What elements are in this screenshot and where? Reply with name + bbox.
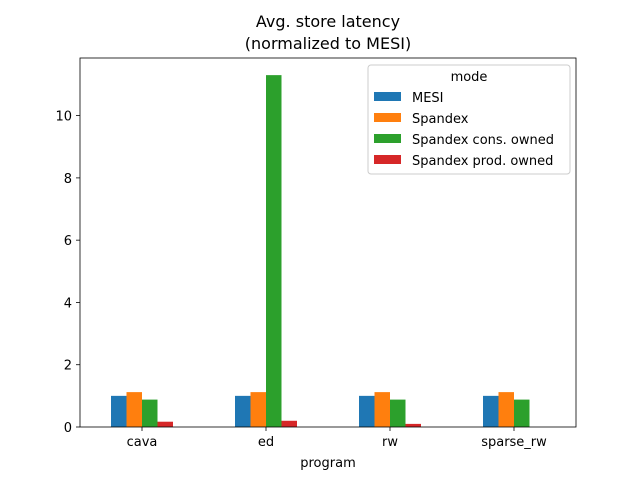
x-tick-label: ed (258, 435, 274, 450)
chart-title-line-1: Avg. store latency (256, 12, 400, 31)
bar-mesi-rw (359, 395, 375, 427)
chart-title-line-2: (normalized to MESI) (245, 34, 411, 53)
legend: mode MESI Spandex Spandex cons. owned Spande… (367, 64, 571, 175)
bar-mesi-ed (235, 395, 251, 427)
y-tick-label: 2 (64, 359, 72, 374)
plot-area: cava ed rw sparse_rw 0 2 4 6 8 10 (55, 57, 577, 450)
bar-mesi-cava (111, 395, 127, 427)
y-tick-label: 8 (64, 172, 72, 187)
legend-label: Spandex cons. owned (412, 133, 554, 148)
legend-label: Spandex prod. owned (412, 154, 553, 169)
x-tick-label: cava (127, 435, 158, 450)
bar-spandex-sparse_rw (498, 392, 514, 427)
x-axis-label: program (300, 456, 356, 471)
bar-spandex-ed (250, 392, 266, 427)
bar-spandex-cons-owned-sparse_rw (514, 399, 530, 427)
bar-spandex-prod-owned-ed (281, 420, 297, 427)
bar-spandex-prod-owned-cava (157, 421, 173, 427)
bar-spandex-prod-owned-rw (405, 423, 421, 427)
legend-box (367, 64, 571, 175)
legend-label: MESI (412, 91, 444, 106)
bar-spandex-cava (126, 392, 142, 427)
bar-spandex-cons-owned-cava (142, 399, 158, 427)
x-tick-label: rw (382, 435, 398, 450)
legend-swatch (374, 113, 401, 122)
bar-spandex-cons-owned-ed (266, 75, 282, 427)
x-tick-label: sparse_rw (481, 435, 547, 450)
y-tick-label: 4 (64, 296, 72, 311)
bar-spandex-rw (374, 392, 390, 427)
y-tick-label: 10 (55, 110, 72, 125)
legend-swatch (374, 92, 401, 101)
bar-spandex-cons-owned-rw (390, 399, 406, 427)
axes-frame (79, 57, 577, 428)
legend-swatch (374, 155, 401, 164)
legend-swatch (374, 134, 401, 143)
legend-title: mode (451, 70, 488, 85)
y-tick-label: 6 (64, 234, 72, 249)
y-tick-label: 0 (64, 421, 72, 436)
legend-label: Spandex (412, 112, 469, 127)
bar-mesi-sparse_rw (483, 395, 499, 427)
